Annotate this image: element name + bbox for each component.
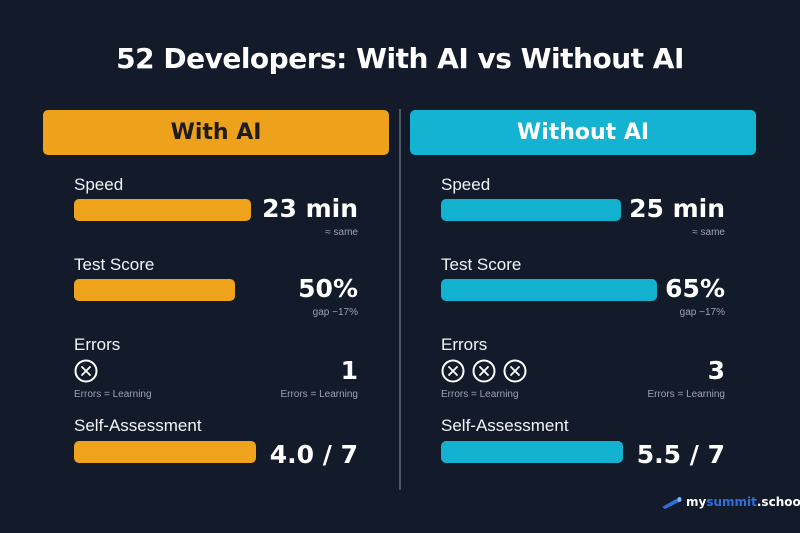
page-title: 52 Developers: With AI vs Without AI [116,42,684,75]
speed-label: Speed [74,175,124,194]
speed-note: ≈ same [325,227,358,238]
telescope-icon [662,497,682,509]
errors-note-right: Errors = Learning [647,389,725,400]
self-assessment-value: 5.5 / 7 [636,440,725,469]
errors-value: 3 [707,356,725,385]
brand-logo: mysummit.school [660,495,800,509]
logo-text-my: my [686,495,707,509]
speed-metric: Speed 23 min ≈ same [74,175,358,238]
test-score-metric: Test Score 65% gap −17% [441,255,725,318]
self-assessment-label: Self-Assessment [74,416,202,435]
test-score-note: gap −17% [312,307,358,318]
panel-divider [399,109,401,490]
with-ai-header: With AI [43,110,389,155]
logo-text-summit: summit [706,495,757,509]
x-circle-icon [503,359,527,383]
errors-note-left: Errors = Learning [74,389,152,400]
test-score-metric: Test Score 50% gap −17% [74,255,358,318]
speed-bar [441,199,621,221]
errors-note-left: Errors = Learning [441,389,519,400]
x-circle-icon [472,359,496,383]
speed-note: ≈ same [692,227,725,238]
x-circle-icon [74,359,98,383]
errors-label: Errors [74,335,121,354]
errors-note-right: Errors = Learning [280,389,358,400]
self-assessment-value: 4.0 / 7 [269,440,358,469]
errors-metric: Errors 3 Errors = Learning Errors = Lear… [441,335,725,400]
without-ai-panel: Without AI Speed 25 min ≈ same Test Scor… [410,110,756,469]
self-assessment-metric: Self-Assessment 4.0 / 7 [74,416,358,476]
x-circle-icon [441,359,465,383]
test-score-value: 65% [665,274,725,303]
test-score-label: Test Score [74,255,155,274]
speed-label: Speed [441,175,491,194]
test-score-label: Test Score [441,255,522,274]
test-score-bar [74,279,235,301]
logo-text-school: .school [756,495,800,509]
speed-value: 23 min [262,194,358,223]
error-icons [441,359,527,383]
speed-value: 25 min [629,194,725,223]
error-icons [74,359,98,383]
self-assessment-bar [441,441,623,463]
test-score-note: gap −17% [679,307,725,318]
speed-bar [74,199,251,221]
self-assessment-label: Self-Assessment [441,416,569,435]
self-assessment-metric: Self-Assessment 5.5 / 7 [441,416,725,476]
errors-value: 1 [340,356,358,385]
speed-metric: Speed 25 min ≈ same [441,175,725,238]
without-ai-header: Without AI [410,110,756,155]
errors-label: Errors [441,335,488,354]
test-score-value: 50% [298,274,358,303]
errors-metric: Errors 1 Errors = Learning Errors = Lear… [74,335,358,400]
self-assessment-bar [74,441,256,463]
with-ai-panel: With AI Speed 23 min ≈ same Test Score 5… [43,110,389,469]
test-score-bar [441,279,657,301]
